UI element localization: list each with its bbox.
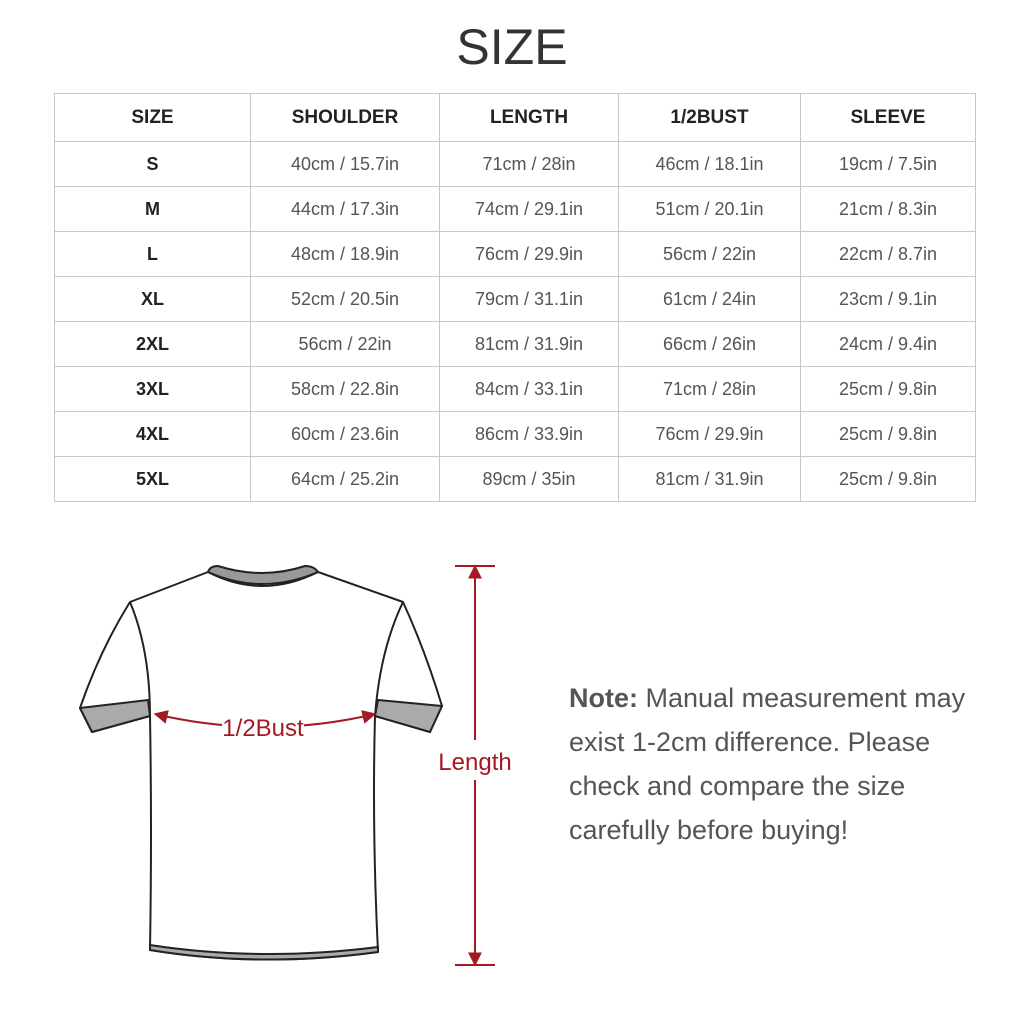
- table-row: 5XL 64cm / 25.2in 89cm / 35in 81cm / 31.9in…: [54, 456, 976, 502]
- measure-cell: 48cm / 18.9in: [250, 231, 440, 277]
- size-table: SIZE SHOULDER LENGTH 1/2BUST SLEEVE S 40cm / 1…: [54, 93, 976, 502]
- measure-cell: 44cm / 17.3in: [250, 186, 440, 232]
- table-row: XL 52cm / 20.5in 79cm / 31.1in 61cm / 24in 2…: [54, 276, 976, 322]
- measure-cell: 22cm / 8.7in: [800, 231, 976, 277]
- measure-cell: 25cm / 9.8in: [800, 411, 976, 457]
- measure-cell: 76cm / 29.9in: [618, 411, 801, 457]
- column-header: SLEEVE: [800, 93, 976, 142]
- table-row: M 44cm / 17.3in 74cm / 29.1in 51cm / 20.1in…: [54, 186, 976, 232]
- measure-cell: 84cm / 33.1in: [439, 366, 619, 412]
- measure-cell: 58cm / 22.8in: [250, 366, 440, 412]
- note: Note: Manual measurement may exist 1-2cm…: [569, 676, 969, 852]
- size-cell: 3XL: [54, 366, 251, 412]
- column-header: SHOULDER: [250, 93, 440, 142]
- table-row: 2XL 56cm / 22in 81cm / 31.9in 66cm / 26in 24…: [54, 321, 976, 367]
- measure-cell: 66cm / 26in: [618, 321, 801, 367]
- measure-cell: 23cm / 9.1in: [800, 276, 976, 322]
- measure-cell: 19cm / 7.5in: [800, 141, 976, 187]
- table-row: S 40cm / 15.7in 71cm / 28in 46cm / 18.1in 19…: [54, 141, 976, 187]
- measure-cell: 89cm / 35in: [439, 456, 619, 502]
- measure-cell: 46cm / 18.1in: [618, 141, 801, 187]
- table-row: L 48cm / 18.9in 76cm / 29.9in 56cm / 22in 22…: [54, 231, 976, 277]
- bust-label: 1/2Bust: [222, 715, 304, 742]
- note-label: Note:: [569, 683, 638, 713]
- measure-cell: 25cm / 9.8in: [800, 366, 976, 412]
- measure-cell: 21cm / 8.3in: [800, 186, 976, 232]
- column-header: LENGTH: [439, 93, 619, 142]
- measure-cell: 81cm / 31.9in: [439, 321, 619, 367]
- size-cell: S: [54, 141, 251, 187]
- measure-cell: 64cm / 25.2in: [250, 456, 440, 502]
- size-cell: 4XL: [54, 411, 251, 457]
- measure-cell: 71cm / 28in: [618, 366, 801, 412]
- tshirt: [79, 565, 443, 961]
- measure-cell: 51cm / 20.1in: [618, 186, 801, 232]
- size-cell: M: [54, 186, 251, 232]
- measure-cell: 25cm / 9.8in: [800, 456, 976, 502]
- measure-cell: 52cm / 20.5in: [250, 276, 440, 322]
- size-cell: L: [54, 231, 251, 277]
- measure-cell: 81cm / 31.9in: [618, 456, 801, 502]
- bust-label-bg: [222, 712, 304, 742]
- measure-cell: 60cm / 23.6in: [250, 411, 440, 457]
- title: SIZE: [456, 19, 568, 75]
- table-body: S 40cm / 15.7in 71cm / 28in 46cm / 18.1in 19…: [54, 141, 976, 502]
- note-text: Manual measurement may exist 1-2cm diffe…: [569, 683, 966, 845]
- length-label-bg: [437, 740, 513, 780]
- measure-cell: 56cm / 22in: [618, 231, 801, 277]
- measure-cell: 40cm / 15.7in: [250, 141, 440, 187]
- measure-cell: 24cm / 9.4in: [800, 321, 976, 367]
- column-header: SIZE: [54, 93, 251, 142]
- measure-cell: 74cm / 29.1in: [439, 186, 619, 232]
- header-row: SIZE SHOULDER LENGTH 1/2BUST SLEEVE: [54, 93, 976, 142]
- length-label: Length: [438, 749, 511, 776]
- table-row: 3XL 58cm / 22.8in 84cm / 33.1in 71cm / 28in…: [54, 366, 976, 412]
